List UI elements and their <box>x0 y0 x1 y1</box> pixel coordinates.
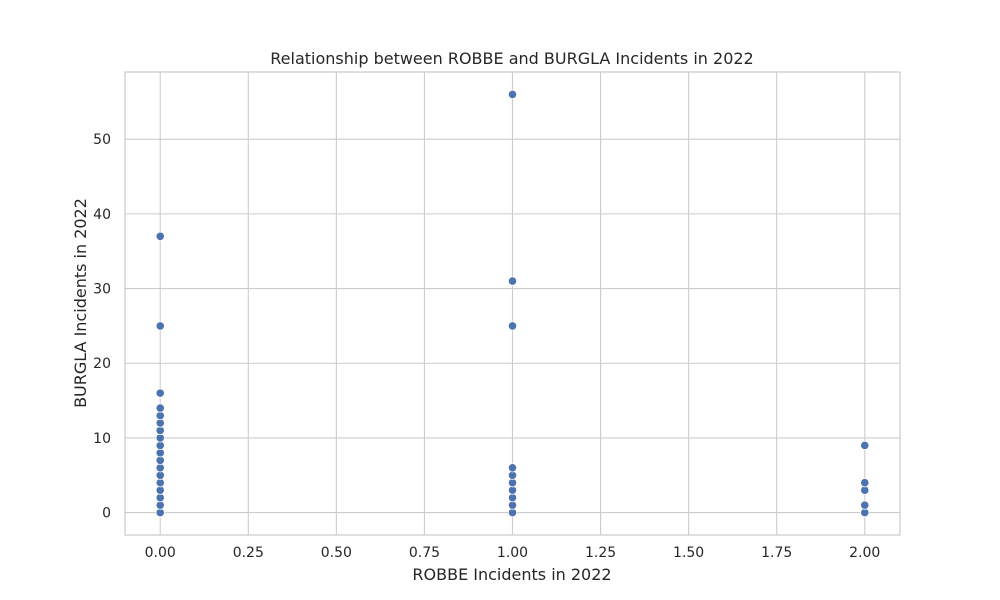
data-point <box>507 321 518 331</box>
grid <box>125 72 900 535</box>
y-tick-label: 10 <box>93 431 111 447</box>
data-point <box>507 463 518 473</box>
x-tick-label: 1.75 <box>761 545 792 561</box>
y-tick-label: 20 <box>93 356 111 372</box>
data-point <box>860 478 870 488</box>
x-tick-label: 1.50 <box>673 545 704 561</box>
x-axis-title: ROBBE Incidents in 2022 <box>412 565 611 584</box>
data-point <box>860 440 870 450</box>
data-point <box>155 403 165 413</box>
x-tick-label: 1.25 <box>585 545 616 561</box>
y-tick-label: 0 <box>102 506 111 522</box>
x-tick-label: 0.75 <box>409 545 440 561</box>
data-point <box>155 231 165 241</box>
data-point <box>155 321 165 331</box>
x-tick-labels: 0.00 0.25 0.50 0.75 1.00 1.25 1.50 1.75 2.00 <box>145 545 881 561</box>
y-tick-label: 50 <box>93 132 111 148</box>
x-tick-label: 0.50 <box>321 545 352 561</box>
data-point <box>507 276 518 286</box>
data-point <box>507 89 518 100</box>
x-tick-label: 0.00 <box>145 545 176 561</box>
x-tick-label: 1.00 <box>497 545 528 561</box>
y-axis-title: BURGLA Incidents in 2022 <box>71 198 90 408</box>
y-tick-labels: 0 10 20 30 40 50 <box>93 132 111 521</box>
data-point <box>860 500 870 510</box>
data-points <box>155 89 870 518</box>
y-tick-label: 40 <box>93 207 111 223</box>
y-tick-label: 30 <box>93 282 111 298</box>
chart-title: Relationship between ROBBE and BURGLA In… <box>270 49 753 68</box>
x-tick-label: 0.25 <box>233 545 264 561</box>
x-tick-label: 2.00 <box>849 545 880 561</box>
plot-frame <box>124 71 901 536</box>
data-point <box>155 388 165 398</box>
